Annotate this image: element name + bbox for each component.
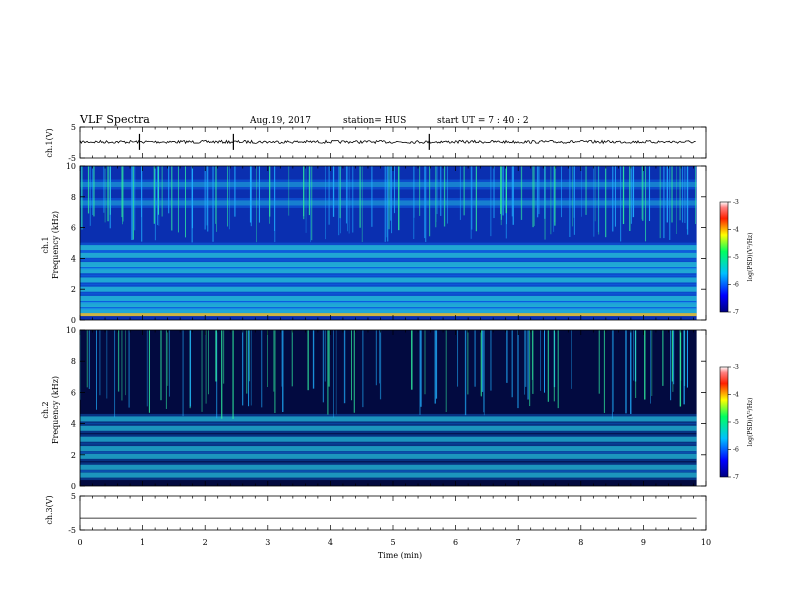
x-tick-label: 8 bbox=[578, 538, 583, 547]
colorbar-tick-label: -5 bbox=[733, 254, 739, 261]
ch2-colorbar: log(PSD)(V²/Hz) -3 -4 -5 -6 -7 bbox=[719, 364, 754, 481]
spectrogram-band bbox=[80, 252, 697, 258]
x-tick-label: 10 bbox=[701, 538, 711, 547]
colorbar-tick-label: -7 bbox=[733, 474, 739, 481]
ch3-ylabel: ch.3(V) bbox=[45, 495, 54, 524]
spectrogram-band bbox=[80, 453, 697, 459]
x-tick-label: 6 bbox=[453, 538, 458, 547]
colorbar-tick-label: -3 bbox=[733, 364, 739, 371]
spectrogram-band bbox=[80, 464, 697, 470]
spectrogram-band bbox=[80, 262, 697, 268]
spectrogram-band bbox=[80, 472, 697, 478]
ch1-ylabel: ch.1(V) bbox=[45, 128, 54, 157]
y-tick-label: 2 bbox=[71, 451, 76, 460]
ch1-waveform-line bbox=[79, 139, 696, 145]
spectrogram-band bbox=[80, 446, 697, 452]
spectrogram-band-halo bbox=[80, 413, 697, 424]
y-tick-label: 4 bbox=[71, 254, 76, 263]
colorbar-tick-label: -5 bbox=[733, 419, 739, 426]
x-tick-label: 0 bbox=[77, 538, 82, 547]
spectrogram-band-halo bbox=[80, 274, 697, 285]
spectrogram-band-halo bbox=[80, 434, 697, 445]
y-tick-label: 8 bbox=[71, 193, 76, 202]
y-tick-label: 0 bbox=[71, 316, 76, 325]
spectrogram-band bbox=[80, 302, 697, 308]
colorbar-tick-label: -3 bbox=[733, 199, 739, 206]
ch1-spectrogram-panel: 0 2 4 6 8 10 bbox=[66, 162, 707, 325]
ch1-colorbar: log(PSD)(V²/Hz) -3 -4 -5 -6 -7 bbox=[719, 199, 754, 316]
spectrogram-band-halo bbox=[80, 462, 697, 473]
colorbar-tick-label: -4 bbox=[733, 392, 739, 399]
ch2-spec-ylabel: ch.2 bbox=[41, 401, 50, 418]
y-tick-label: 5 bbox=[71, 492, 76, 501]
start-time-label: start UT = 7 : 40 : 2 bbox=[437, 116, 529, 126]
spectrogram-band bbox=[80, 277, 697, 283]
x-tick-label: 3 bbox=[265, 538, 270, 547]
ch1-spec-ylabel2: Frequency (kHz) bbox=[51, 211, 60, 279]
ch2-spectrogram-panel: 0 2 4 6 8 10 bbox=[66, 326, 707, 491]
y-tick-label: 8 bbox=[71, 357, 76, 366]
x-tick-label: 7 bbox=[516, 538, 521, 547]
low-freq-band bbox=[80, 313, 697, 317]
y-tick-label: 6 bbox=[71, 224, 76, 233]
colorbar-tick-label: -6 bbox=[733, 282, 739, 289]
panel-frame bbox=[79, 495, 707, 531]
colorbar-tick-label: -6 bbox=[733, 447, 739, 454]
ch2-spec-ylabel2: Frequency (kHz) bbox=[51, 376, 60, 444]
spectrogram-band bbox=[80, 286, 697, 292]
spectrogram-band-halo bbox=[80, 284, 697, 295]
y-tick-label: 5 bbox=[71, 123, 76, 132]
colorbar-tick-label: -7 bbox=[733, 309, 739, 316]
y-tick-label: 0 bbox=[71, 482, 76, 491]
spectrogram-band-halo bbox=[80, 265, 697, 276]
spectrogram-band-halo bbox=[80, 242, 697, 253]
ch1-waveform-panel: 5 -5 bbox=[68, 123, 707, 163]
x-axis-label: Time (min) bbox=[378, 551, 422, 560]
spectrogram-band bbox=[80, 308, 697, 314]
y-tick-label: 10 bbox=[66, 162, 76, 171]
ch2-colorbar-label: log(PSD)(V²/Hz) bbox=[747, 398, 754, 447]
spectrogram-band bbox=[80, 425, 697, 431]
y-tick-label: 10 bbox=[66, 326, 76, 335]
station-label: station= HUS bbox=[343, 116, 406, 126]
x-tick-label: 2 bbox=[203, 538, 208, 547]
spectrogram-band-halo bbox=[80, 250, 697, 261]
spectrogram-band bbox=[80, 436, 697, 442]
spectrogram-band bbox=[80, 268, 697, 274]
spectrogram-band-halo bbox=[80, 299, 697, 310]
spectrogram-band-halo bbox=[80, 451, 697, 462]
spectrogram-band-halo bbox=[80, 305, 697, 316]
ch3-waveform-panel: 5 -5 bbox=[68, 492, 707, 535]
ch1-spec-ylabel: ch.1 bbox=[41, 236, 50, 253]
y-tick-label: -5 bbox=[68, 154, 76, 163]
x-tick-label: 9 bbox=[641, 538, 646, 547]
y-tick-label: 2 bbox=[71, 285, 76, 294]
spectrogram-band bbox=[80, 181, 697, 187]
spectrogram-band-halo bbox=[80, 259, 697, 270]
spectrogram-band-halo bbox=[80, 443, 697, 454]
spectrogram-band-halo bbox=[80, 293, 697, 304]
x-tick-label: 4 bbox=[328, 538, 333, 547]
date-label: Aug.19, 2017 bbox=[249, 116, 311, 126]
spectrogram-band bbox=[80, 295, 697, 301]
spectrogram-band bbox=[80, 416, 697, 422]
spectrogram-band-halo bbox=[80, 179, 697, 190]
x-tick-label: 5 bbox=[390, 538, 395, 547]
ch1-colorbar-label: log(PSD)(V²/Hz) bbox=[747, 233, 754, 282]
spectrogram-band-halo bbox=[80, 470, 697, 481]
spectrogram-band bbox=[80, 245, 697, 251]
y-tick-label: 6 bbox=[71, 388, 76, 397]
figure-title: VLF Spectra bbox=[79, 113, 150, 126]
x-tick-label: 1 bbox=[140, 538, 145, 547]
spectrogram-band bbox=[80, 200, 697, 206]
y-tick-label: -5 bbox=[68, 526, 76, 535]
colorbar-tick-label: -4 bbox=[733, 227, 739, 234]
spectrogram-band-halo bbox=[80, 197, 697, 208]
spectrogram-band-halo bbox=[80, 423, 697, 434]
y-tick-label: 4 bbox=[71, 420, 76, 429]
